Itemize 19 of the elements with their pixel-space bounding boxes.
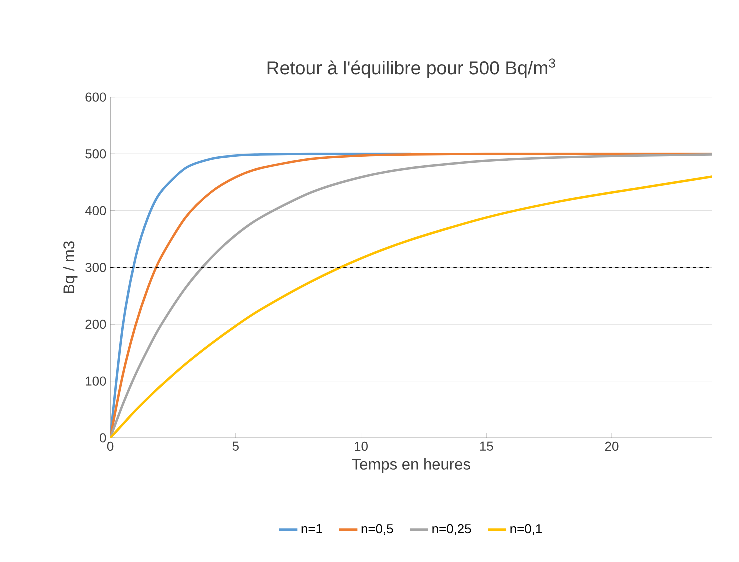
x-axis-title: Temps en heures: [352, 458, 470, 473]
x-tick-label: 15: [480, 442, 494, 451]
legend-label: n=0,1: [510, 524, 542, 536]
x-tick-label: 20: [605, 442, 619, 452]
chart-title: Retour à l'équilibre pour 500 Bq/m$^{3}$: [268, 58, 556, 78]
y-tick-label: 300: [86, 263, 106, 272]
y-tick-label: 0: [100, 433, 106, 443]
y-tick-label: 600: [86, 92, 106, 102]
legend-label: n=1: [302, 524, 322, 534]
legend-label: n=0,5: [362, 524, 394, 536]
y-axis-title: Bq / m3: [63, 242, 78, 294]
y-tick-label: 100: [86, 376, 106, 386]
legend-label: n=0,25: [432, 524, 472, 536]
y-tick-label: 400: [85, 206, 106, 216]
x-tick-label: 0: [107, 442, 114, 452]
x-tick-label: 5: [232, 442, 239, 451]
x-tick-label: 10: [355, 442, 368, 452]
y-tick-label: 200: [86, 320, 106, 330]
y-tick-label: 500: [86, 149, 106, 159]
